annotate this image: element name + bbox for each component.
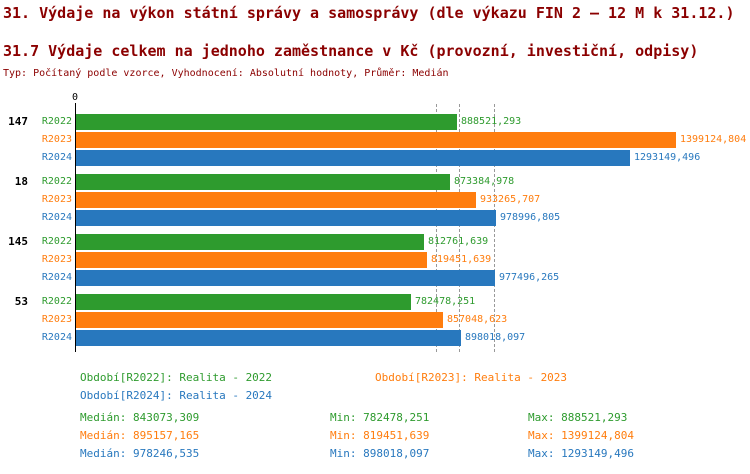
bar-chart: 0 147 R2022 888521,293 R2023 1399124,804 R202… <box>8 92 747 352</box>
axis-origin-label: 0 <box>72 92 79 103</box>
stat-median-r2024: Medián: 978246,535 <box>80 447 200 460</box>
series-label-r2024: R2024 <box>41 152 72 163</box>
bar-value-18-r2022: 873384,978 <box>454 176 515 187</box>
median-line-r2023 <box>458 104 460 352</box>
report-subtitle: 31.7 Výdaje celkem na jednoho zaměstnanc… <box>3 42 699 60</box>
stat-max-r2024: Max: 1293149,496 <box>528 447 634 460</box>
series-label-r2023: R2023 <box>41 254 72 265</box>
bar-value-147-r2024: 1293149,496 <box>634 152 701 163</box>
bar-53-r2024 <box>76 330 461 346</box>
bar-value-147-r2023: 1399124,804 <box>680 134 747 145</box>
stat-min-r2024: Min: 898018,097 <box>330 447 430 460</box>
group-label-18: 18 <box>14 175 28 188</box>
bar-145-r2022 <box>76 234 424 250</box>
group-label-53: 53 <box>14 295 28 308</box>
group-label-145: 145 <box>8 235 28 248</box>
bar-145-r2024 <box>76 270 495 286</box>
series-label-r2022: R2022 <box>41 296 72 307</box>
stat-min-r2022: Min: 782478,251 <box>330 411 430 424</box>
legend-item-r2022: Období[R2022]: Realita - 2022 <box>80 371 273 384</box>
bar-value-18-r2024: 978996,805 <box>500 212 561 223</box>
bar-18-r2023 <box>76 192 476 208</box>
stat-median-r2023: Medián: 895157,165 <box>80 429 200 442</box>
series-label-r2022: R2022 <box>41 176 72 187</box>
bar-147-r2023 <box>76 132 676 148</box>
bar-18-r2022 <box>76 174 450 190</box>
bar-value-147-r2022: 888521,293 <box>461 116 522 127</box>
series-label-r2023: R2023 <box>41 194 72 205</box>
y-axis-line <box>75 103 76 352</box>
series-label-r2022: R2022 <box>41 116 72 127</box>
series-label-r2022: R2022 <box>41 236 72 247</box>
stat-median-r2022: Medián: 843073,309 <box>80 411 200 424</box>
stat-max-r2022: Max: 888521,293 <box>528 411 628 424</box>
bar-53-r2023 <box>76 312 443 328</box>
bar-value-145-r2023: 819451,639 <box>431 254 492 265</box>
stat-min-r2023: Min: 819451,639 <box>330 429 430 442</box>
bar-147-r2022 <box>76 114 457 130</box>
median-line-r2022 <box>436 104 438 352</box>
report-title: 31. Výdaje na výkon státní správy a samo… <box>3 4 735 22</box>
bar-18-r2024 <box>76 210 496 226</box>
median-line-r2024 <box>494 104 496 352</box>
bar-value-18-r2023: 933265,707 <box>480 194 541 205</box>
report-meta-line: Typ: Počítaný podle vzorce, Vyhodnocení:… <box>3 68 449 79</box>
bar-145-r2023 <box>76 252 427 268</box>
group-label-147: 147 <box>8 115 28 128</box>
stat-max-r2023: Max: 1399124,804 <box>528 429 634 442</box>
series-label-r2023: R2023 <box>41 134 72 145</box>
series-label-r2024: R2024 <box>41 212 72 223</box>
bar-value-145-r2022: 812761,639 <box>428 236 489 247</box>
series-label-r2024: R2024 <box>41 332 72 343</box>
bar-53-r2022 <box>76 294 411 310</box>
legend-item-r2023: Období[R2023]: Realita - 2023 <box>375 371 568 384</box>
legend-item-r2024: Období[R2024]: Realita - 2024 <box>80 389 273 402</box>
series-label-r2023: R2023 <box>41 314 72 325</box>
bar-value-53-r2022: 782478,251 <box>415 296 476 307</box>
bar-value-53-r2023: 857048,623 <box>447 314 508 325</box>
bar-value-53-r2024: 898018,097 <box>465 332 526 343</box>
bar-147-r2024 <box>76 150 630 166</box>
series-label-r2024: R2024 <box>41 272 72 283</box>
bar-value-145-r2024: 977496,265 <box>499 272 560 283</box>
